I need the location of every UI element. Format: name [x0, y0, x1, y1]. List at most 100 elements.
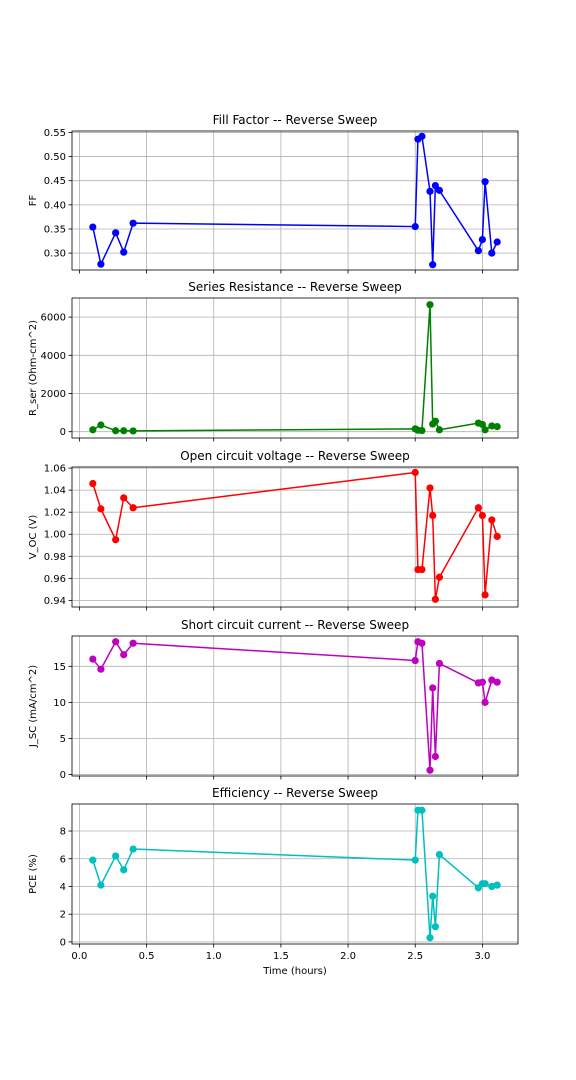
- y-tick-label: 5: [60, 734, 66, 745]
- data-point: [129, 427, 137, 435]
- data-point: [97, 881, 105, 889]
- axes-frame: [71, 635, 519, 777]
- data-point: [89, 223, 97, 231]
- data-point: [112, 852, 120, 860]
- y-tick-label: 1.00: [44, 530, 66, 541]
- data-point: [418, 426, 426, 435]
- data-point: [89, 655, 97, 663]
- data-point: [426, 484, 434, 492]
- data-point: [481, 880, 489, 888]
- data-point: [89, 479, 97, 488]
- y-axis-label: R_ser (Ohm-cm^2): [28, 320, 39, 416]
- data-point: [481, 426, 489, 434]
- subplot-2: 0 2000 4000 6000 Series Resistance -- Revers…: [28, 280, 519, 442]
- data-point: [435, 186, 444, 194]
- y-tick-label: 4: [60, 882, 66, 893]
- series-line: [92, 135, 498, 266]
- x-axis-label: Time (hours): [262, 966, 327, 977]
- y-axis-label: PCE (%): [28, 854, 39, 894]
- y-tick-label: 6: [60, 854, 66, 865]
- y-tick-label: 1.02: [44, 508, 66, 519]
- data-point: [435, 426, 444, 434]
- y-tick-label: 15: [53, 662, 66, 673]
- data-point: [431, 417, 439, 425]
- data-point: [120, 494, 128, 502]
- y-tick-label: 6000: [41, 313, 66, 324]
- x-tick-label: 0.5: [139, 951, 155, 962]
- data-point: [112, 427, 120, 435]
- y-tick-label: 2: [60, 910, 66, 921]
- data-point: [493, 678, 501, 686]
- series-line: [92, 303, 498, 432]
- data-point: [431, 181, 439, 190]
- data-point: [426, 934, 434, 942]
- data-point: [488, 422, 496, 430]
- data-point: [493, 422, 501, 431]
- subplot-4: 0 5 10 15 Short circuit current -- Reverse S…: [28, 618, 519, 781]
- subplot-5: 0 2 4 6 8 0.0 0.5 1.0 1.5 2.0 2.5 3.0 Efficiency -- …: [28, 786, 519, 977]
- data-point: [411, 656, 419, 665]
- data-point: [481, 178, 489, 186]
- y-tick-label: 0.30: [44, 249, 66, 260]
- y-tick-label: 10: [53, 698, 66, 709]
- y-tick-label: 0: [60, 770, 66, 781]
- data-point: [429, 892, 437, 900]
- axes-frame: [71, 130, 519, 271]
- data-point: [97, 260, 105, 268]
- axes-frame: [71, 466, 519, 608]
- y-axis-label: J_SC (mA/cm^2): [28, 665, 39, 748]
- data-point: [418, 639, 426, 647]
- data-point: [411, 856, 419, 864]
- y-tick-label: 0.98: [44, 552, 66, 563]
- y-tick-label: 1.04: [44, 486, 66, 497]
- series-line: [92, 809, 498, 939]
- data-point: [418, 565, 426, 574]
- data-point: [411, 222, 419, 231]
- data-point: [129, 504, 137, 512]
- data-point: [411, 468, 419, 477]
- axes-frame: [71, 297, 519, 439]
- data-point: [426, 187, 434, 195]
- data-point: [478, 235, 487, 244]
- data-point: [435, 850, 444, 859]
- data-point: [478, 678, 487, 686]
- y-tick-label: 0: [60, 427, 66, 438]
- data-point: [431, 595, 439, 603]
- y-axis-label: FF: [28, 195, 39, 207]
- y-tick-label: 4000: [41, 351, 66, 362]
- y-tick-label: 0: [60, 937, 66, 948]
- data-point: [97, 421, 105, 429]
- data-point: [112, 229, 120, 237]
- data-point: [429, 261, 437, 269]
- x-tick-label: 2.0: [340, 951, 356, 962]
- y-tick-label: 0.35: [44, 224, 66, 235]
- data-point: [478, 511, 487, 520]
- subplot-1: 0.30 0.35 0.40 0.45 0.50 0.55 Fill Factor -- R…: [28, 113, 519, 274]
- data-point: [418, 806, 426, 814]
- x-tick-label: 0.0: [71, 951, 87, 962]
- axes-frame: [71, 803, 519, 945]
- x-tick-label: 3.0: [474, 951, 490, 962]
- y-tick-label: 1.06: [44, 464, 66, 475]
- data-point: [493, 881, 501, 889]
- chart-title: Short circuit current -- Reverse Sweep: [181, 618, 409, 632]
- x-tick-label: 1.5: [273, 951, 289, 962]
- y-tick-label: 0.45: [44, 176, 66, 187]
- data-point: [426, 301, 434, 309]
- chart-title: Fill Factor -- Reverse Sweep: [213, 113, 378, 127]
- data-point: [488, 516, 496, 524]
- data-point: [89, 856, 97, 864]
- data-point: [129, 845, 137, 853]
- data-point: [89, 426, 97, 434]
- data-point: [488, 249, 496, 257]
- data-point: [129, 639, 137, 647]
- data-point: [418, 132, 426, 140]
- chart-title: Open circuit voltage -- Reverse Sweep: [180, 449, 410, 463]
- y-tick-label: 2000: [41, 389, 66, 400]
- data-point: [431, 752, 439, 761]
- y-axis-label: V_OC (V): [28, 515, 39, 560]
- chart-title: Series Resistance -- Reverse Sweep: [188, 280, 402, 294]
- subplot-3: 0.94 0.96 0.98 1.00 1.02 1.04 1.06 Open circuit…: [28, 449, 519, 611]
- y-tick-label: 0.55: [44, 128, 66, 139]
- y-tick-label: 0.40: [44, 200, 66, 211]
